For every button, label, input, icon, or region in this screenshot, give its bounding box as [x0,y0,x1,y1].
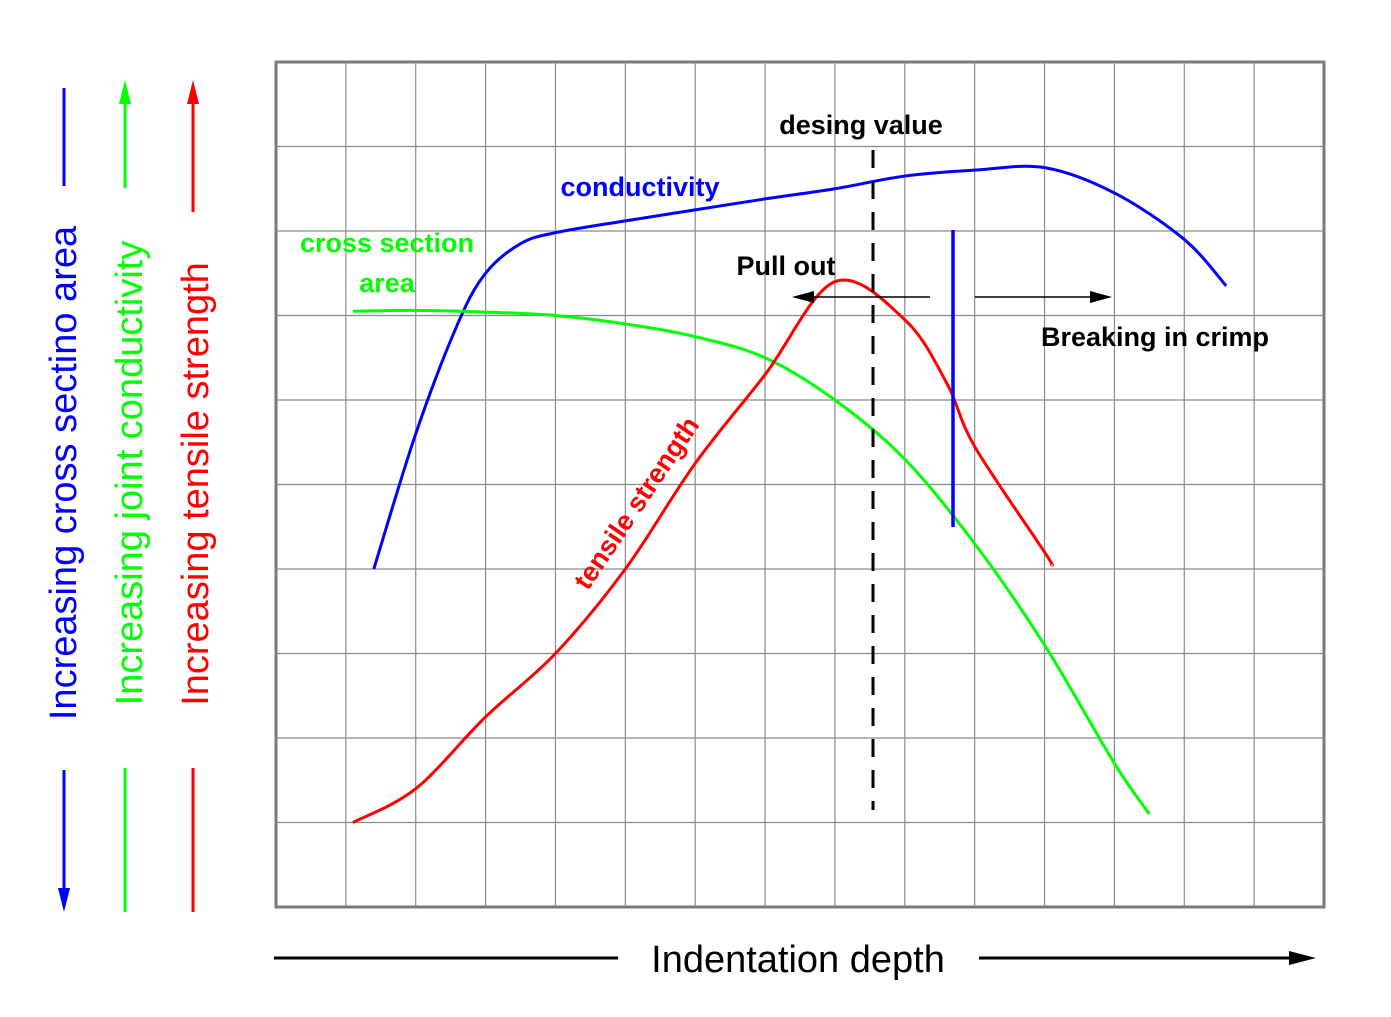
series-line-cross-section-area [352,308,1151,815]
curves [352,164,1228,824]
breaking-arrowhead [1090,291,1112,303]
y-axis-blue-label: Increasing cross sectino area [43,225,85,720]
y-axis-red-arrowhead [187,80,199,104]
y-axis-green-arrowhead [119,80,131,104]
grid [276,62,1324,907]
conductivity-label: conductivity [560,172,719,202]
pull-out-label: Pull out [737,251,836,281]
x-axis-label: Indentation depth [651,939,945,981]
y-axis-blue-arrowhead [58,888,70,912]
breaking-label: Breaking in crimp [1041,322,1269,352]
y-axis-green-label: Increasing joint conductivity [109,241,151,706]
series-line-tensile-strength [352,278,1054,824]
x-axis-arrowhead [1289,951,1316,965]
cross-section-label-line1: cross section [300,228,474,258]
design-value-label: desing value [779,110,943,140]
pull-out-arrowhead [792,291,814,303]
cross-section-label-line2: area [359,268,416,298]
series-line-conductivity [372,164,1228,570]
y-axis-red-label: Increasing tensile strength [175,262,217,706]
